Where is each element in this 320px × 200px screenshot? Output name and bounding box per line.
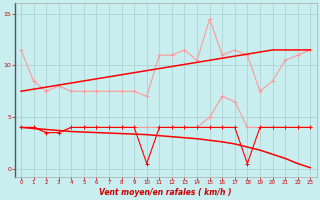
X-axis label: Vent moyen/en rafales ( km/h ): Vent moyen/en rafales ( km/h ) [100,188,232,197]
